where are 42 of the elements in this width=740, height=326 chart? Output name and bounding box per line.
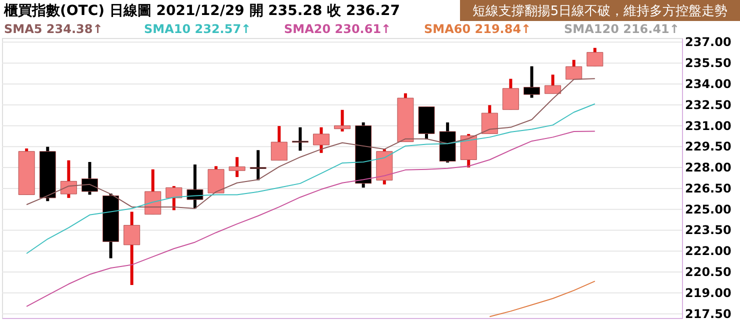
- candlestick: [586, 48, 604, 66]
- y-tick-label: 232.50: [685, 98, 732, 112]
- y-tick-label: 228.00: [685, 160, 732, 175]
- candlestick: [524, 66, 540, 98]
- y-tick-label: 235.50: [685, 56, 732, 70]
- y-tick-label: 237.00: [685, 35, 732, 50]
- chart-title: 櫃買指數(OTC) 日線圖 2021/12/29 開 235.28 收 236.27: [3, 3, 400, 19]
- line-series: [26, 103, 596, 254]
- candlestick: [502, 78, 519, 110]
- candlestick: [313, 127, 330, 153]
- y-tick-label: 222.00: [685, 244, 732, 258]
- y-tick-label: 217.50: [685, 306, 732, 321]
- y-tick-label: 225.00: [685, 202, 732, 216]
- y-tick-label: 223.50: [685, 223, 732, 238]
- y-tick-label: 226.50: [685, 181, 732, 196]
- candlestick: [166, 186, 182, 210]
- text: SMA20 230.61↑: [284, 22, 392, 36]
- text: SMA10 232.57↑: [144, 22, 252, 36]
- text: SMA60 219.84↑: [424, 22, 532, 36]
- candlestick: [334, 110, 351, 132]
- candlestick: [228, 157, 246, 178]
- legend-label: SMA120 216.41↑: [564, 22, 680, 36]
- y-tick-label: 219.00: [685, 286, 732, 300]
- text: 短線支撐翻揚5日線不破，維持多方控盤走勢: [472, 3, 728, 19]
- candlestick: [208, 166, 224, 194]
- y-tick-label: 234.00: [685, 76, 732, 91]
- candlestick: [60, 160, 77, 198]
- candlestick: [81, 162, 98, 195]
- y-tick-label: 220.50: [685, 265, 732, 280]
- candlestick: [124, 212, 140, 285]
- candlestick: [544, 74, 562, 94]
- y-tick-label: 231.00: [685, 118, 732, 133]
- y-tick-label: 229.50: [685, 140, 732, 154]
- candlestick: [566, 60, 582, 80]
- text: SMA5 234.38↑: [4, 22, 103, 36]
- candlestick: [270, 126, 288, 161]
- candlestick: [481, 105, 498, 134]
- candlestick: [144, 169, 162, 215]
- line-series: [26, 130, 596, 307]
- candlestick: [186, 164, 204, 209]
- candlestick: [250, 150, 266, 180]
- line-series: [489, 280, 596, 318]
